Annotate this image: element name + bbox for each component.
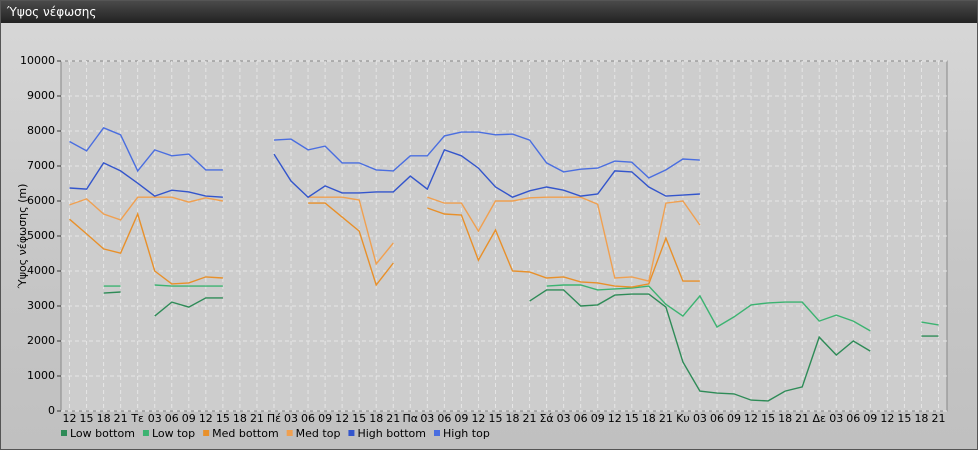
x-tick-label: Πέ bbox=[267, 412, 281, 425]
x-tick-label: 12 bbox=[880, 412, 894, 425]
y-tick-label: 6000 bbox=[27, 194, 55, 207]
x-tick-label: 12 bbox=[199, 412, 213, 425]
x-tick-label: Δε bbox=[812, 412, 826, 425]
legend-label: Low top bbox=[152, 427, 195, 440]
x-tick-label: Τε bbox=[130, 412, 144, 425]
x-tick-label: 21 bbox=[795, 412, 809, 425]
x-tick-label: 03 bbox=[284, 412, 298, 425]
x-tick-label: 06 bbox=[574, 412, 588, 425]
x-tick-label: 12 bbox=[471, 412, 485, 425]
x-tick-label: 09 bbox=[182, 412, 196, 425]
x-tick-label: 15 bbox=[80, 412, 94, 425]
x-tick-label: 18 bbox=[778, 412, 792, 425]
y-tick-label: 7000 bbox=[27, 159, 55, 172]
x-tick-label: 15 bbox=[352, 412, 366, 425]
legend-label: Low bottom bbox=[70, 427, 135, 440]
title-bar: Ύψος νέφωσης bbox=[1, 1, 977, 23]
x-tick-label: 12 bbox=[335, 412, 349, 425]
y-tick-label: 0 bbox=[48, 404, 55, 417]
legend-label: Med bottom bbox=[212, 427, 279, 440]
x-tick-label: 06 bbox=[165, 412, 179, 425]
series-line bbox=[69, 126, 700, 179]
legend-label: High top bbox=[443, 427, 490, 440]
x-tick-label: Πα bbox=[403, 412, 419, 425]
x-tick-label: 18 bbox=[233, 412, 247, 425]
x-tick-label: 09 bbox=[727, 412, 741, 425]
x-tick-label: 03 bbox=[420, 412, 434, 425]
legend-swatch bbox=[61, 430, 67, 436]
x-tick-label: 21 bbox=[931, 412, 945, 425]
x-tick-label: 12 bbox=[744, 412, 758, 425]
y-tick-label: 5000 bbox=[27, 229, 55, 242]
x-tick-label: 12 bbox=[63, 412, 77, 425]
x-tick-label: 18 bbox=[642, 412, 656, 425]
x-tick-label: 12 bbox=[608, 412, 622, 425]
y-tick-label: 1000 bbox=[27, 369, 55, 382]
y-tick-label: 8000 bbox=[27, 124, 55, 137]
x-tick-label: 15 bbox=[761, 412, 775, 425]
legend-swatch bbox=[203, 430, 210, 436]
series-line bbox=[69, 202, 700, 288]
y-tick-label: 2000 bbox=[27, 334, 55, 347]
x-tick-label: 06 bbox=[437, 412, 451, 425]
legend-swatch bbox=[434, 430, 440, 436]
x-tick-label: 21 bbox=[114, 412, 128, 425]
x-tick-label: 15 bbox=[488, 412, 502, 425]
x-tick-label: 09 bbox=[591, 412, 605, 425]
y-axis-label: Ύψος νέφωσης (m) bbox=[16, 184, 29, 290]
y-tick-label: 10000 bbox=[20, 54, 55, 67]
x-tick-label: 21 bbox=[386, 412, 400, 425]
x-tick-label: 03 bbox=[148, 412, 162, 425]
series-line bbox=[103, 284, 939, 332]
legend-label: Med top bbox=[296, 427, 341, 440]
x-tick-label: 09 bbox=[454, 412, 468, 425]
x-tick-label: Σά bbox=[539, 412, 553, 425]
series-line bbox=[69, 149, 700, 199]
legend-label: High bottom bbox=[357, 427, 426, 440]
x-tick-label: 18 bbox=[914, 412, 928, 425]
x-tick-label: 18 bbox=[97, 412, 111, 425]
x-tick-label: 06 bbox=[710, 412, 724, 425]
x-tick-label: 09 bbox=[318, 412, 332, 425]
x-tick-label: 03 bbox=[829, 412, 843, 425]
y-tick-label: 9000 bbox=[27, 89, 55, 102]
y-tick-label: 3000 bbox=[27, 299, 55, 312]
x-tick-label: 21 bbox=[659, 412, 673, 425]
x-tick-label: 15 bbox=[216, 412, 230, 425]
series-line bbox=[103, 289, 939, 402]
x-tick-label: 03 bbox=[557, 412, 571, 425]
x-tick-label: 21 bbox=[523, 412, 537, 425]
series-line bbox=[69, 196, 701, 282]
x-tick-label: 18 bbox=[369, 412, 383, 425]
x-tick-label: 09 bbox=[863, 412, 877, 425]
x-tick-label: 21 bbox=[250, 412, 264, 425]
chart: Ύψος νέφωσης (m) 0 1000 2000 3000 4000 5000 60… bbox=[16, 54, 948, 440]
x-tick-label: 15 bbox=[897, 412, 911, 425]
x-tick-label: 15 bbox=[625, 412, 639, 425]
x-tick-label: 06 bbox=[301, 412, 315, 425]
legend-swatch bbox=[286, 430, 293, 436]
y-tick-label: 4000 bbox=[27, 264, 55, 277]
x-tick-label: Κυ bbox=[676, 412, 690, 425]
legend-swatch bbox=[348, 430, 355, 436]
x-tick-label: 03 bbox=[693, 412, 707, 425]
x-tick-label: 06 bbox=[846, 412, 860, 425]
legend-swatch bbox=[142, 430, 149, 436]
x-tick-label: 18 bbox=[506, 412, 520, 425]
